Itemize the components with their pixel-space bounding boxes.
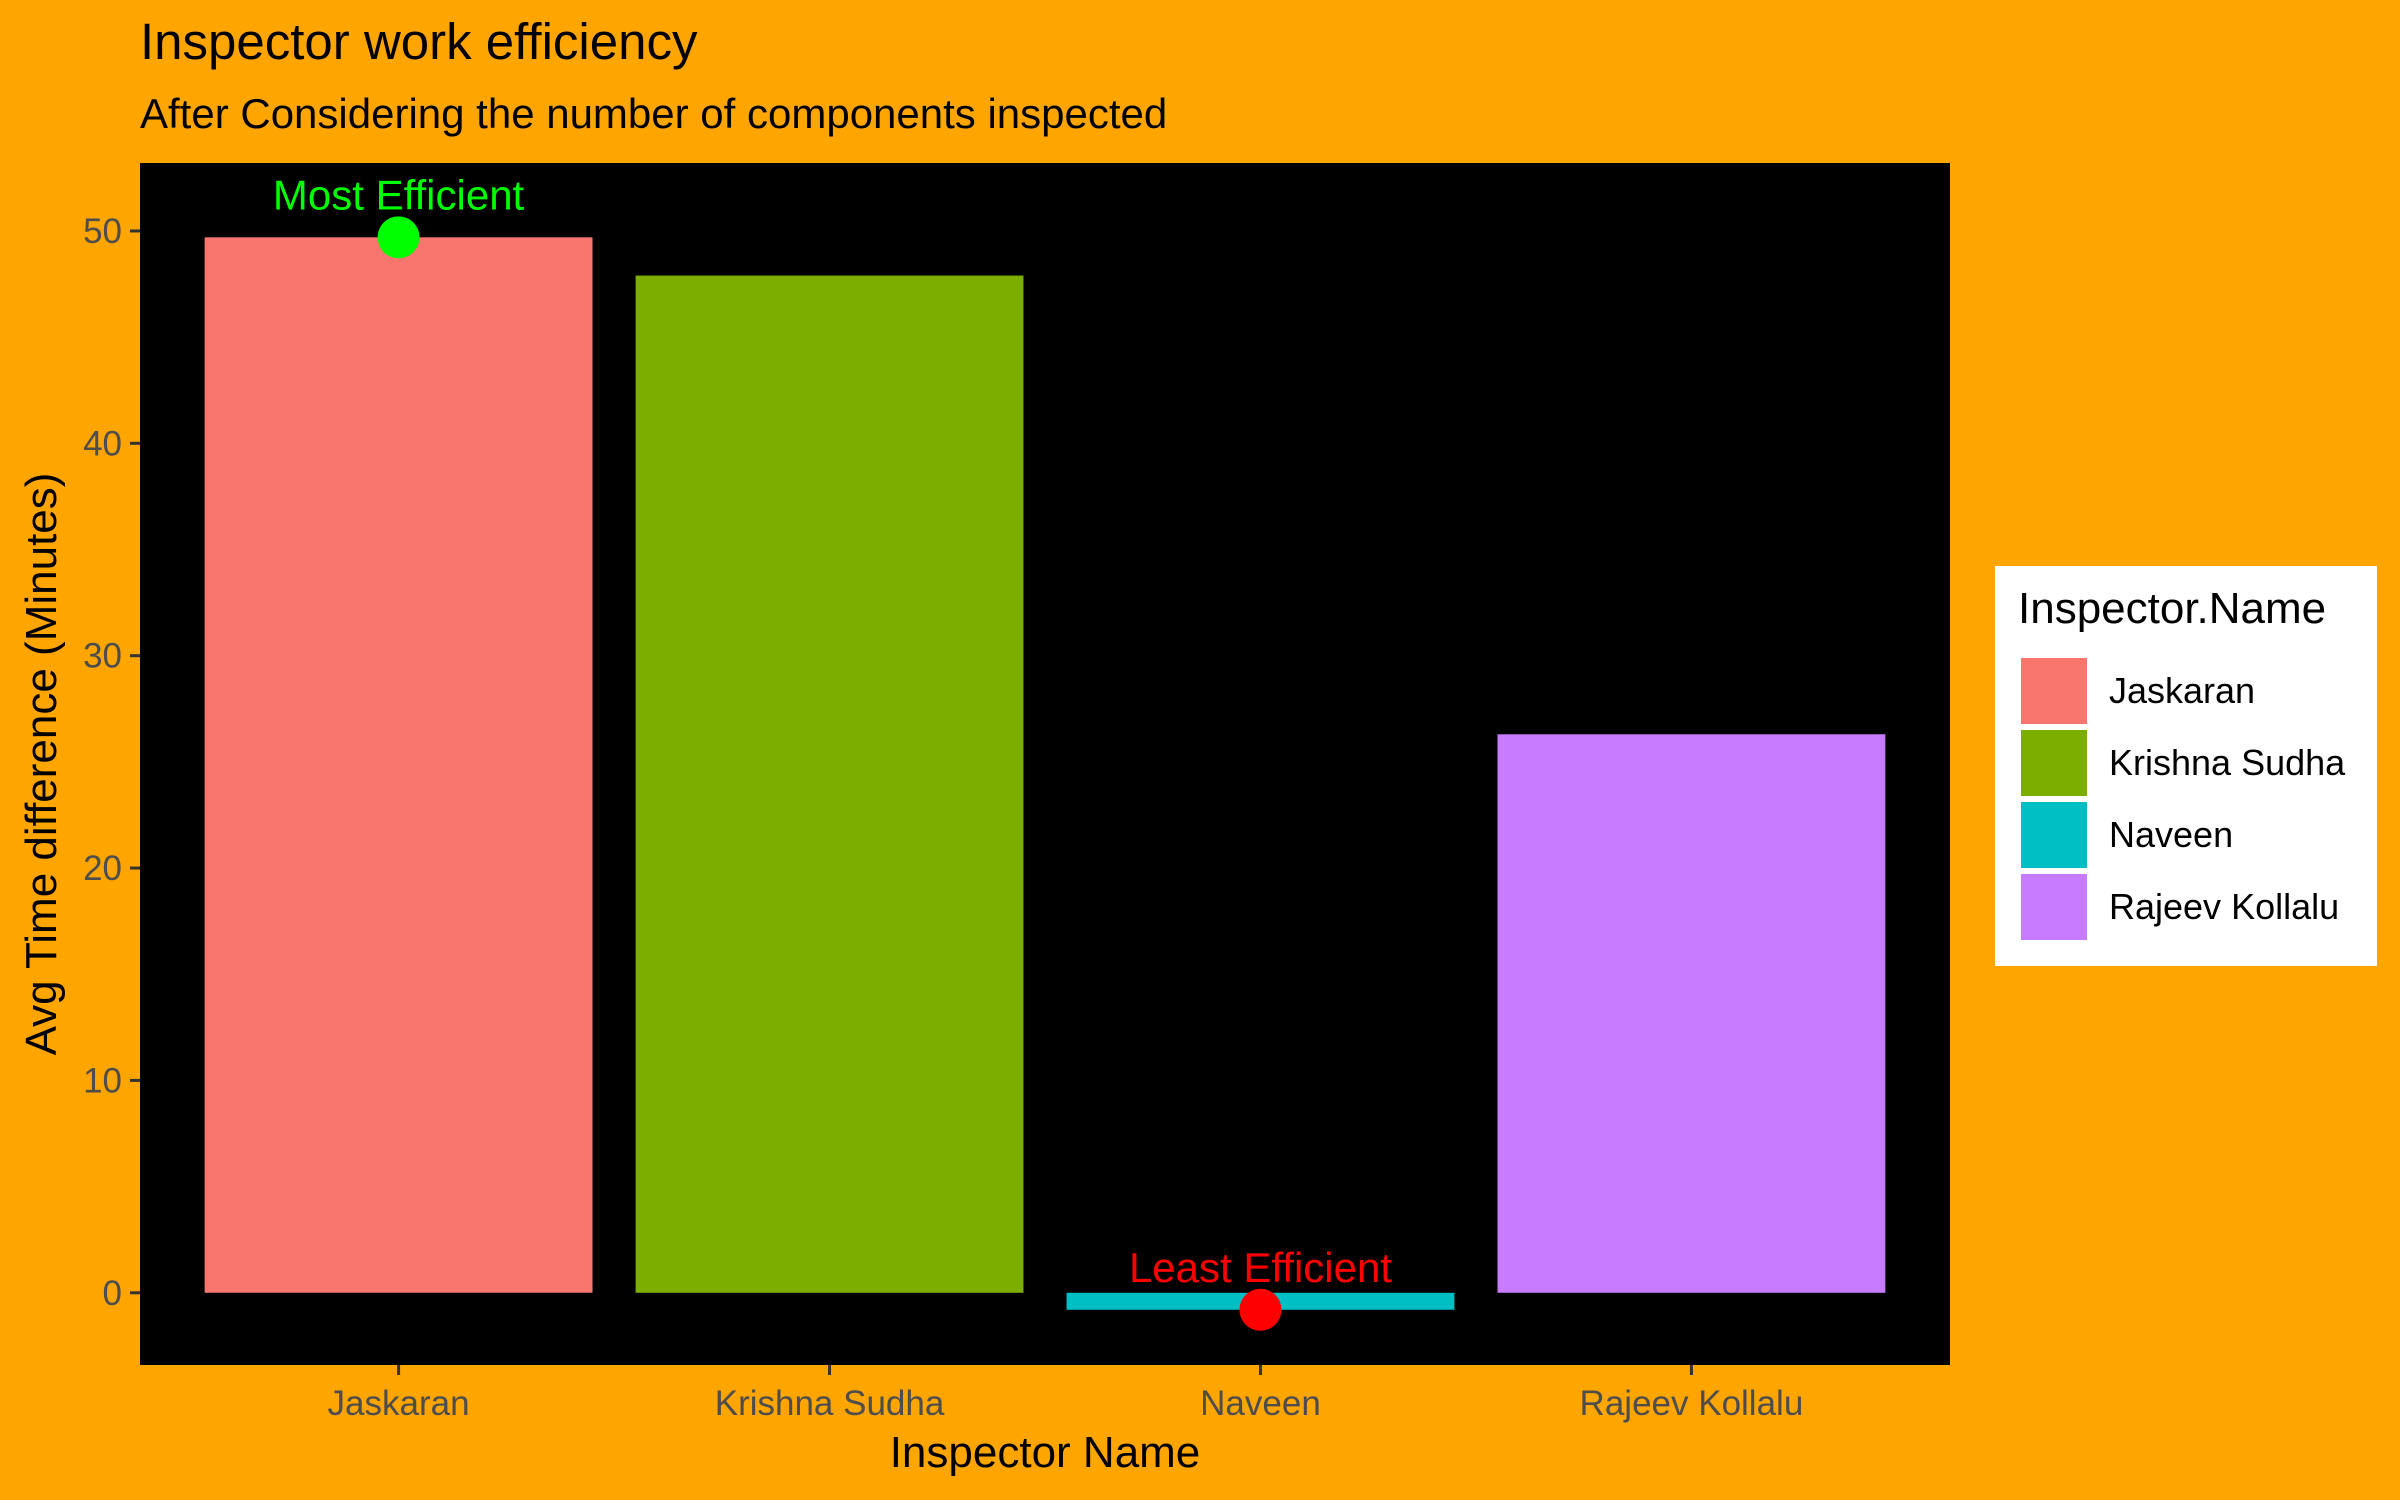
y-tick-label: 20 — [83, 849, 122, 888]
y-tick-label: 0 — [103, 1274, 122, 1313]
legend-item-naveen: Naveen — [2021, 802, 2361, 868]
bar-jaskaran — [204, 237, 593, 1293]
least-efficient-label: Least Efficient — [1129, 1244, 1392, 1291]
y-tick-label: 50 — [83, 212, 122, 251]
y-axis-title: Avg Time difference (Minutes) — [17, 473, 66, 1056]
y-axis: 0 10 20 30 40 50 — [83, 212, 140, 1313]
legend-key-rajeev-kollalu — [2021, 874, 2087, 940]
y-tick-label: 40 — [83, 424, 122, 463]
chart-subtitle: After Considering the number of componen… — [140, 90, 1168, 137]
most-efficient-label: Most Efficient — [273, 171, 525, 218]
legend-key-naveen — [2021, 802, 2087, 868]
x-axis: Jaskaran Krishna Sudha Naveen Rajeev Kollal… — [328, 1365, 1804, 1423]
least-efficient-point — [1239, 1288, 1282, 1331]
x-tick-label: Jaskaran — [328, 1384, 470, 1423]
x-axis-title: Inspector Name — [890, 1428, 1201, 1477]
legend-label: Rajeev Kollalu — [2109, 886, 2340, 927]
legend-key-krishna-sudha — [2021, 730, 2087, 796]
chart-title: Inspector work efficiency — [140, 13, 698, 70]
legend-item-jaskaran: Jaskaran — [2021, 658, 2361, 724]
legend-key-jaskaran — [2021, 658, 2087, 724]
x-tick-label: Rajeev Kollalu — [1580, 1384, 1804, 1423]
y-tick-label: 30 — [83, 637, 122, 676]
bars-layer — [204, 237, 1886, 1310]
bar-rajeev-kollalu — [1497, 734, 1886, 1293]
legend-label: Jaskaran — [2109, 670, 2256, 711]
legend-label: Krishna Sudha — [2109, 742, 2346, 783]
legend: Inspector.Name Jaskaran Krishna Sudha Na… — [1995, 566, 2377, 966]
legend-item-rajeev-kollalu: Rajeev Kollalu — [2021, 874, 2361, 940]
x-tick-label: Naveen — [1200, 1384, 1321, 1423]
annotations-layer: Most Efficient Least Efficient — [273, 171, 1392, 1331]
x-tick-label: Krishna Sudha — [715, 1384, 945, 1423]
legend-title: Inspector.Name — [2018, 584, 2327, 633]
bar-krishna-sudha — [635, 275, 1024, 1293]
legend-item-krishna-sudha: Krishna Sudha — [2021, 730, 2361, 796]
y-tick-label: 10 — [83, 1061, 122, 1100]
most-efficient-point — [377, 216, 420, 259]
legend-label: Naveen — [2109, 814, 2234, 855]
